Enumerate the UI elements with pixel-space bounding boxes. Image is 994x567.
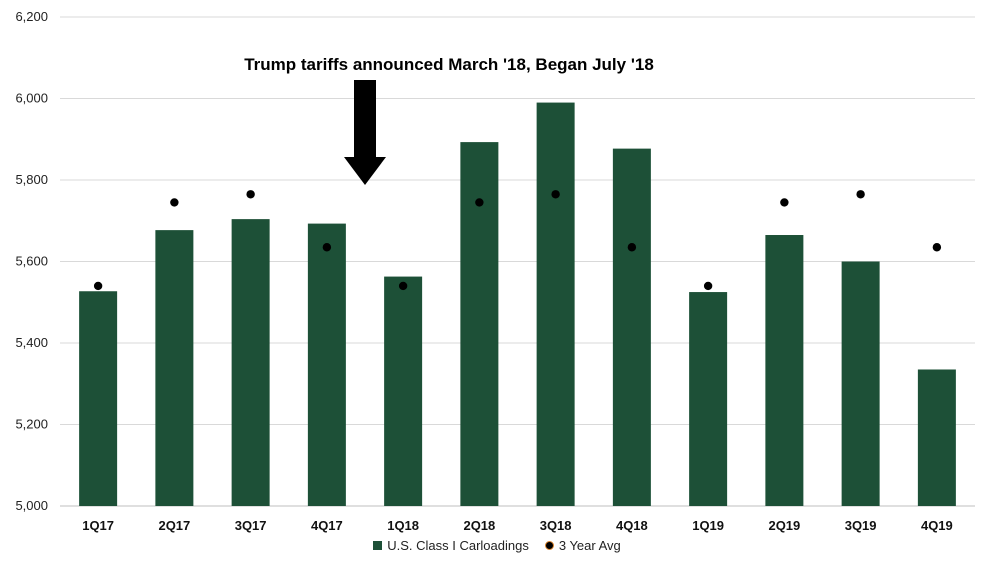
x-tick-label: 4Q18	[616, 518, 648, 533]
y-tick-label: 6,000	[15, 91, 48, 106]
bar-3q17	[231, 219, 270, 506]
down-arrow-icon	[344, 80, 386, 185]
legend-item-3yr-avg: 3 Year Avg	[544, 538, 621, 553]
avg-marker-3q19	[856, 190, 865, 199]
y-tick-label: 5,800	[15, 172, 48, 187]
bar-2q17	[155, 230, 194, 506]
x-tick-label: 1Q18	[387, 518, 419, 533]
bar-2q18	[460, 142, 499, 507]
x-tick-label: 3Q18	[540, 518, 572, 533]
avg-marker-3q18	[551, 190, 560, 199]
bar-4q19	[917, 369, 956, 506]
x-tick-label: 2Q19	[768, 518, 800, 533]
y-axis-ticks: 5,000 5,200 5,400 5,600 5,800 6,000 6,200	[15, 9, 48, 513]
bar-1q18	[384, 276, 423, 506]
x-tick-label: 3Q17	[235, 518, 267, 533]
avg-marker-4q17	[322, 243, 332, 252]
x-tick-label: 2Q18	[463, 518, 495, 533]
bar-2q19	[765, 235, 804, 506]
y-tick-label: 5,200	[15, 417, 48, 432]
avg-marker-2q17	[170, 198, 179, 207]
bar-1q17	[79, 291, 118, 506]
avg-marker-4q18	[627, 243, 637, 252]
avg-marker-1q19	[703, 281, 713, 291]
y-tick-label: 5,600	[15, 254, 48, 269]
avg-marker-series	[93, 190, 942, 291]
bar-3q18	[536, 102, 575, 506]
x-tick-label: 4Q19	[921, 518, 953, 533]
avg-marker-4q19	[932, 243, 942, 252]
x-tick-label: 4Q17	[311, 518, 343, 533]
legend-label-carloadings: U.S. Class I Carloadings	[387, 538, 529, 553]
x-tick-label: 2Q17	[158, 518, 190, 533]
gridlines	[60, 16, 975, 507]
avg-marker-2q18	[475, 198, 484, 207]
legend-item-carloadings: U.S. Class I Carloadings	[373, 538, 529, 553]
bar-3q19	[841, 261, 880, 506]
avg-marker-2q19	[780, 198, 789, 207]
bar-4q18	[612, 148, 651, 506]
x-tick-label: 1Q19	[692, 518, 724, 533]
legend-swatch-bar	[373, 541, 383, 550]
x-tick-label: 1Q17	[82, 518, 114, 533]
bar-series	[79, 102, 956, 507]
legend: U.S. Class I Carloadings 3 Year Avg	[0, 538, 994, 553]
x-axis-ticks: 1Q17 2Q17 3Q17 4Q17 1Q18 2Q18 3Q18 4Q18 1Q19 2Q19…	[82, 518, 953, 533]
avg-marker-3q17	[246, 190, 255, 199]
y-tick-label: 5,000	[15, 498, 48, 513]
legend-swatch-dot	[544, 541, 554, 550]
legend-label-3yr-avg: 3 Year Avg	[558, 538, 621, 553]
y-tick-label: 5,400	[15, 335, 48, 350]
bar-4q17	[307, 223, 346, 507]
avg-marker-1q17	[93, 281, 103, 291]
bar-1q19	[689, 292, 728, 506]
x-tick-label: 3Q19	[845, 518, 877, 533]
avg-marker-1q18	[398, 281, 408, 291]
tariff-annotation: Trump tariffs announced March '18, Began…	[244, 55, 654, 185]
annotation-text: Trump tariffs announced March '18, Began…	[244, 55, 654, 74]
y-tick-label: 6,200	[15, 9, 48, 24]
